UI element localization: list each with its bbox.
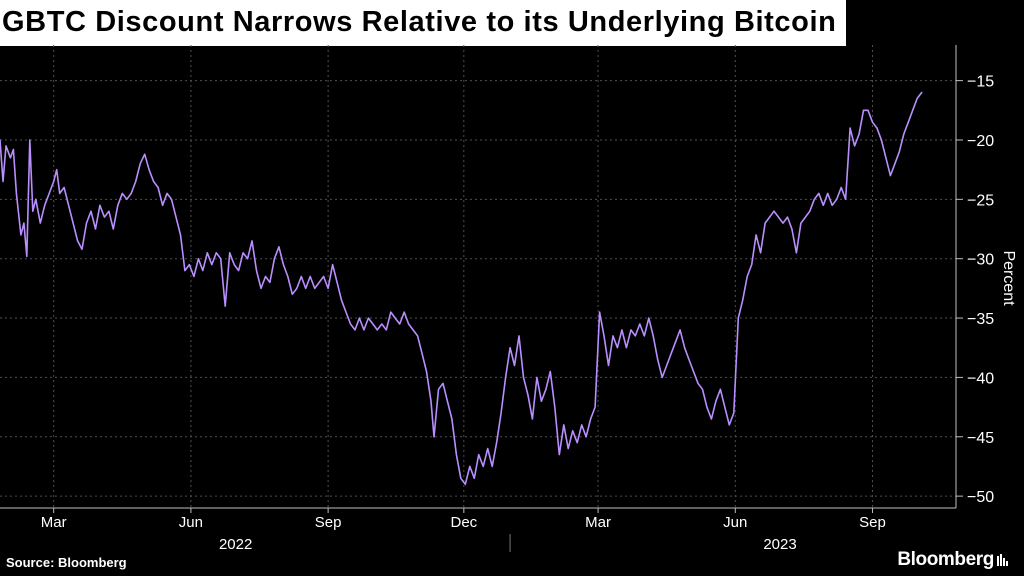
chart-title: GBTC Discount Narrows Relative to its Un… (0, 0, 847, 46)
source-note: Source: Bloomberg (6, 555, 127, 570)
x-tick-label: Jun (179, 514, 203, 531)
bar-chart-icon (997, 554, 1008, 566)
grid-lines (0, 45, 956, 508)
bloomberg-logo-text: Bloomberg (897, 549, 994, 570)
tick-labels: −15 −20 −25 −30 −35 −40 −45 −50 Mar Jun Sep Dec Mar J… (41, 74, 994, 553)
axes (0, 45, 963, 552)
x-tick-label: Mar (41, 514, 67, 531)
y-tick-label: −50 (967, 489, 994, 506)
y-tick-label: −15 (967, 74, 994, 91)
y-tick-label: −30 (967, 252, 994, 269)
x-year-label: 2022 (219, 536, 252, 553)
x-tick-label: Sep (315, 514, 342, 531)
y-tick-label: −20 (967, 133, 994, 150)
x-tick-label: Dec (450, 514, 477, 531)
x-tick-label: Mar (585, 514, 611, 531)
y-tick-label: −35 (967, 311, 994, 328)
x-tick-label: Sep (859, 514, 886, 531)
series-line-gbtc-discount (0, 91, 923, 486)
y-tick-label: −25 (967, 192, 994, 209)
y-tick-label: −45 (967, 430, 994, 447)
x-tick-label: Jun (723, 514, 747, 531)
y-axis-label: Percent (1000, 250, 1017, 306)
x-year-label: 2023 (763, 536, 796, 553)
y-tick-label: −40 (967, 370, 994, 387)
